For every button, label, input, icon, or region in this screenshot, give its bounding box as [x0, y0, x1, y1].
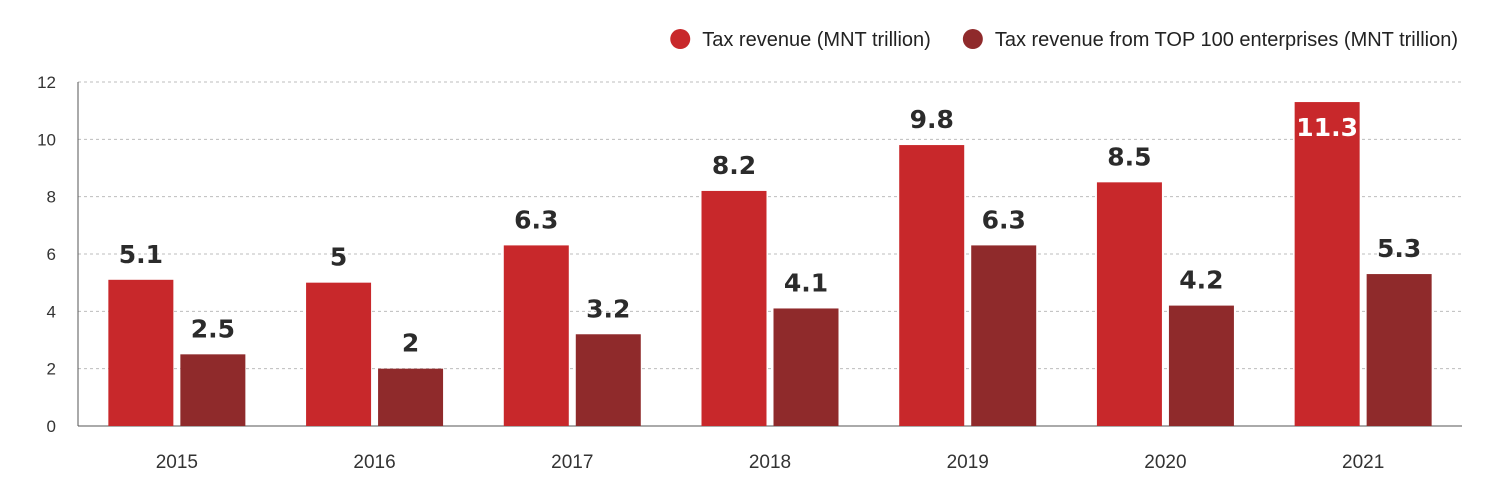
data-label-2017-series-2: 3.2	[586, 294, 630, 323]
x-category-label: 2017	[551, 452, 593, 473]
y-axis-ticks: 0 2 4 6 8 10 12	[37, 73, 56, 436]
legend-label-series-2: Tax revenue from TOP 100 enterprises (MN…	[995, 29, 1458, 51]
x-category-label: 2018	[749, 452, 791, 473]
data-label-2021-series-2: 5.3	[1377, 234, 1421, 263]
data-label-2015-series-1: 5.1	[119, 240, 163, 269]
y-tick-label: 8	[47, 188, 56, 207]
data-label-2021-series-1: 11.3	[1296, 113, 1358, 142]
data-label-2018-series-2: 4.1	[784, 268, 828, 297]
y-tick-label: 10	[37, 130, 56, 149]
x-category-label: 2021	[1342, 452, 1384, 473]
bar-2015-series-2	[180, 354, 246, 426]
bar-2020-series-1	[1096, 182, 1162, 426]
x-category-label: 2019	[947, 452, 989, 473]
bar-2015-series-1	[108, 279, 174, 426]
y-tick-label: 0	[47, 417, 56, 436]
data-label-2019-series-1: 9.8	[910, 105, 954, 134]
bar-2017-series-1	[503, 245, 569, 426]
y-tick-label: 12	[37, 73, 56, 92]
x-category-label: 2016	[353, 452, 395, 473]
bar-2021-series-2	[1366, 274, 1432, 426]
bar-2016-series-1	[306, 282, 372, 426]
bar-2018-series-1	[701, 190, 767, 426]
bar-2018-series-2	[773, 308, 839, 426]
bar-2017-series-2	[575, 334, 641, 426]
data-label-2020-series-2: 4.2	[1179, 266, 1223, 295]
bar-2020-series-2	[1168, 305, 1234, 426]
data-label-2016-series-2: 2	[402, 329, 419, 358]
data-label-2020-series-1: 8.5	[1107, 142, 1151, 171]
y-tick-label: 4	[47, 302, 56, 321]
legend: Tax revenue (MNT trillion) Tax revenue fr…	[670, 29, 1458, 51]
bar-2019-series-2	[971, 245, 1037, 426]
legend-item-series-2: Tax revenue from TOP 100 enterprises (MN…	[962, 29, 1458, 51]
legend-swatch-series-2	[962, 29, 983, 49]
bar-2016-series-2	[378, 368, 444, 426]
bar-2021-series-1	[1294, 102, 1360, 427]
legend-label-series-1: Tax revenue (MNT trillion)	[702, 29, 931, 51]
legend-swatch-series-1	[670, 29, 691, 49]
bars	[108, 102, 1432, 427]
y-tick-label: 2	[47, 360, 56, 379]
gridlines	[77, 81, 1462, 427]
data-label-2015-series-2: 2.5	[191, 314, 235, 343]
x-category-label: 2015	[156, 452, 198, 473]
data-labels: 5.1 2.5 5 2 6.3 3.2 8.2 4.1 9.8 6.3 8.5 4.2 11.3 5.3	[119, 105, 1422, 358]
data-label-2018-series-1: 8.2	[712, 151, 756, 180]
x-category-label: 2020	[1144, 452, 1186, 473]
bar-2019-series-1	[899, 145, 965, 427]
data-label-2019-series-2: 6.3	[982, 205, 1026, 234]
x-axis-categories: 2015 2016 2017 2018 2019 2020 2021	[156, 452, 1385, 473]
y-tick-label: 6	[47, 245, 56, 264]
data-label-2016-series-1: 5	[330, 243, 347, 272]
legend-item-series-1: Tax revenue (MNT trillion)	[670, 29, 931, 51]
data-label-2017-series-1: 6.3	[514, 205, 558, 234]
